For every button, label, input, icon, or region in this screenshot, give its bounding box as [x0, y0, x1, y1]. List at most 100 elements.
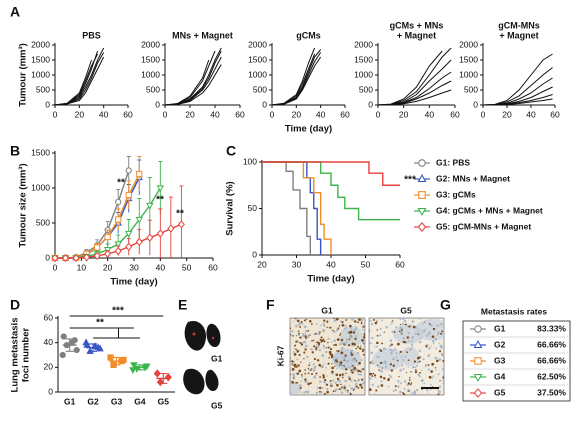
cell	[336, 328, 339, 332]
cell	[440, 346, 443, 349]
cell	[400, 356, 403, 358]
cell	[389, 348, 392, 352]
cell	[342, 356, 344, 359]
cell	[305, 318, 308, 320]
panel-label: F	[266, 297, 275, 313]
cell	[385, 326, 389, 329]
cell	[320, 324, 322, 326]
table-cell: 66.66%	[537, 339, 566, 349]
cell	[336, 383, 339, 387]
marker	[60, 333, 67, 340]
cell	[350, 351, 352, 353]
cell	[379, 375, 383, 379]
cell	[390, 351, 393, 355]
cell	[326, 347, 328, 349]
cell	[294, 318, 297, 320]
cell	[434, 367, 437, 369]
cell	[401, 364, 404, 367]
cell	[392, 390, 395, 392]
cell	[293, 377, 295, 380]
cell	[376, 320, 378, 323]
x-tick-label: 20	[257, 259, 267, 269]
cell	[392, 357, 395, 361]
cell	[312, 363, 315, 366]
marker	[143, 363, 151, 371]
x-tick-label: 60	[123, 109, 133, 119]
cell	[345, 326, 348, 329]
table: G1 83.33% G2 66.66% G3 66.66% G4 62.50% G5 37.50%	[463, 323, 570, 398]
marker	[114, 246, 122, 256]
survival-curve	[262, 161, 400, 221]
cell	[315, 391, 319, 395]
cell	[331, 363, 333, 365]
cell	[402, 359, 405, 361]
cell	[356, 380, 359, 383]
cell	[349, 371, 352, 374]
x-tick-label: 0	[481, 109, 486, 119]
x-tick-label: 0	[53, 109, 58, 119]
cell	[405, 371, 408, 374]
cell	[313, 345, 316, 348]
cell	[313, 376, 316, 379]
cell	[332, 330, 336, 333]
cell	[422, 358, 425, 361]
cell	[383, 331, 385, 333]
cell	[381, 342, 384, 345]
cell	[341, 364, 343, 366]
cell	[319, 338, 322, 341]
annotation: **	[176, 209, 184, 220]
cell	[381, 367, 384, 369]
cell	[319, 380, 322, 383]
marker	[417, 222, 427, 232]
cell	[327, 346, 330, 349]
cell	[426, 334, 429, 337]
marker	[135, 216, 143, 224]
cell	[334, 361, 337, 364]
cell	[376, 341, 379, 345]
cell	[369, 372, 373, 376]
cell	[308, 361, 311, 364]
cell	[319, 376, 321, 379]
cell	[402, 367, 405, 370]
cell	[402, 336, 405, 340]
marker	[125, 167, 132, 174]
cell	[415, 364, 418, 367]
cell	[323, 340, 326, 343]
marker	[94, 244, 101, 251]
cell	[298, 321, 301, 323]
cell	[351, 369, 355, 372]
cell	[327, 362, 330, 365]
cell	[357, 345, 359, 348]
cell	[414, 332, 417, 335]
cell	[304, 380, 308, 383]
cell	[435, 347, 437, 350]
cell	[294, 365, 296, 368]
cell	[292, 364, 295, 367]
cell	[324, 350, 328, 354]
cell	[387, 385, 390, 388]
x-axis-label: Time (day)	[285, 124, 332, 135]
cell	[357, 387, 360, 389]
cell	[302, 334, 305, 338]
cell	[383, 377, 386, 380]
sd-bar	[65, 338, 74, 352]
lung	[183, 368, 219, 395]
cell	[418, 360, 421, 363]
cell	[338, 364, 341, 366]
marker	[62, 253, 70, 263]
marker	[473, 373, 483, 382]
cell	[417, 333, 419, 336]
cell	[353, 342, 356, 346]
cell	[429, 323, 433, 327]
cell	[313, 339, 315, 341]
cell	[304, 319, 306, 322]
cell	[394, 348, 397, 351]
cell	[435, 359, 439, 363]
cell	[307, 372, 310, 375]
cell	[394, 385, 397, 388]
cell	[296, 319, 300, 323]
cell	[359, 370, 362, 372]
cell	[391, 330, 394, 333]
tissue-region	[414, 319, 444, 341]
cell	[400, 332, 403, 335]
